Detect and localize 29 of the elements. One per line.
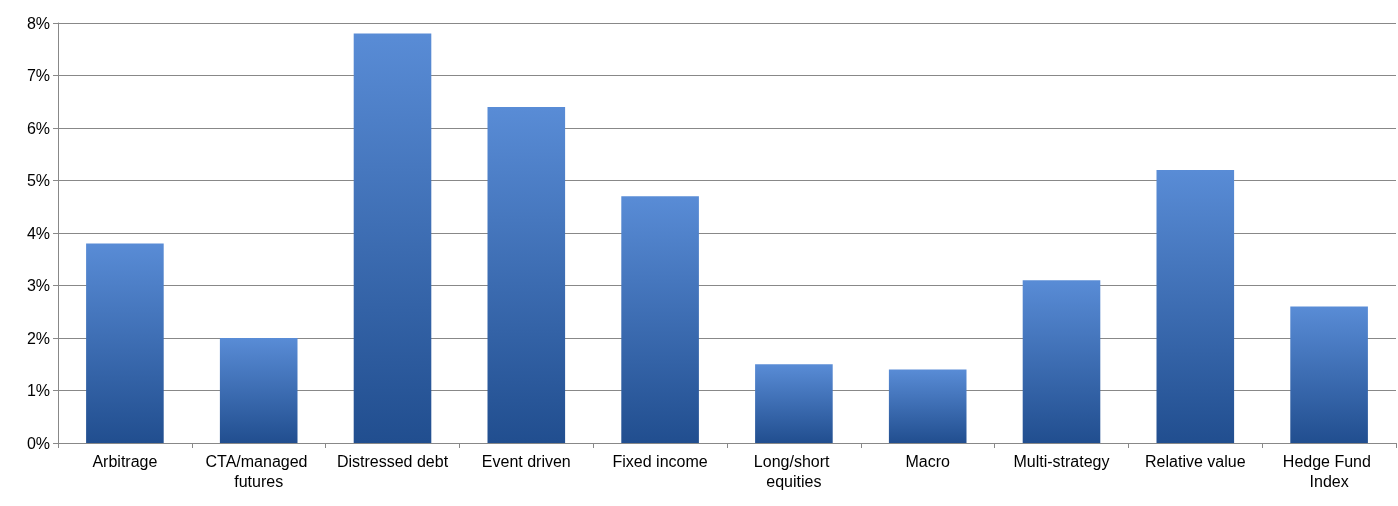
bar (621, 196, 699, 443)
bar (219, 338, 298, 443)
y-tick-label: 5% (26, 172, 50, 189)
x-tick-label: Event driven (481, 452, 571, 470)
y-tick-label: 0% (26, 434, 50, 452)
bar (1290, 306, 1368, 443)
y-tick-label: 8% (26, 14, 50, 32)
x-tick-label: Relative value (1145, 452, 1246, 470)
x-tick-label: Hedge Fund Index (1282, 452, 1376, 490)
x-tick-label: Arbitrage (92, 452, 158, 470)
x-tick-label: Distressed debt (336, 452, 449, 470)
x-tick-label: Long/short equities (753, 452, 834, 490)
bar (888, 369, 967, 443)
bar (755, 364, 833, 443)
bar (86, 243, 164, 443)
y-tick-label: 2% (26, 329, 50, 347)
bar (1022, 280, 1101, 443)
bar (353, 33, 432, 443)
bar (1156, 170, 1235, 443)
x-tick-label: Macro (905, 452, 951, 470)
y-tick-label: 6% (26, 119, 50, 137)
y-tick-label: 7% (26, 67, 50, 84)
x-tick-label: Fixed income (612, 452, 708, 470)
x-tick-label: Multi-strategy (1013, 452, 1110, 470)
y-tick-label: 4% (26, 224, 50, 242)
x-tick-label: CTA/managed futures (205, 452, 312, 490)
y-tick-label: 3% (26, 277, 50, 294)
y-tick-label: 1% (26, 382, 50, 399)
bar (487, 107, 566, 443)
